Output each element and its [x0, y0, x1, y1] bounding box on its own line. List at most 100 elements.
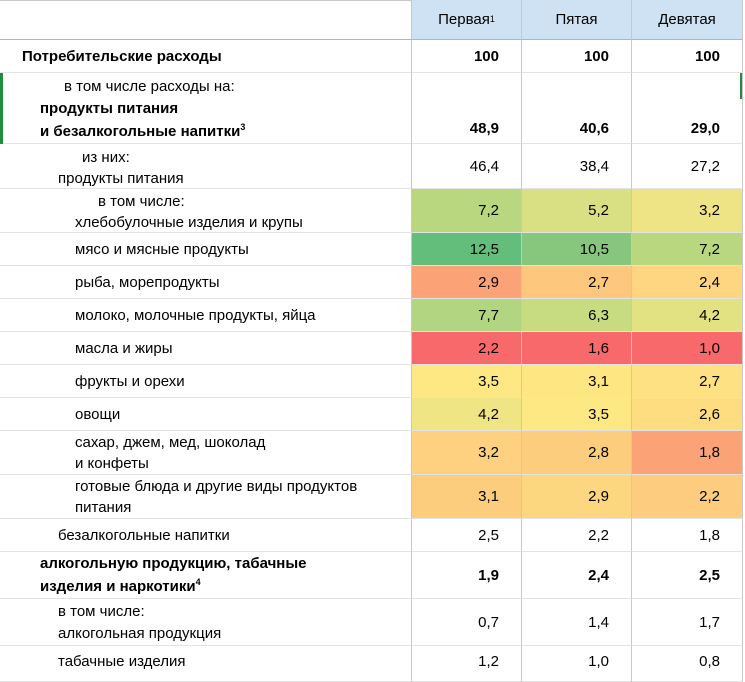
- value-cell[interactable]: 2,5: [632, 552, 743, 599]
- value-cell[interactable]: 2,2: [632, 475, 743, 519]
- header-corner-cell[interactable]: [0, 0, 412, 40]
- row-label: рыба, морепродукты: [75, 274, 220, 291]
- value-cell[interactable]: 2,4: [632, 266, 743, 299]
- value-cell[interactable]: 12,5: [412, 233, 522, 266]
- table-row: в том числе расходы на: продукты питания…: [0, 73, 745, 144]
- value-cell[interactable]: 40,6: [522, 73, 632, 144]
- header-col-fifth[interactable]: Пятая: [522, 0, 632, 40]
- cell-value: 1,0: [588, 653, 609, 670]
- value-cell[interactable]: 1,6: [522, 332, 632, 365]
- row-label-cell[interactable]: молоко, молочные продукты, яйца: [0, 299, 412, 332]
- value-cell[interactable]: 1,9: [412, 552, 522, 599]
- value-cell[interactable]: 0,7: [412, 599, 522, 646]
- row-label-cell[interactable]: Потребительские расходы: [0, 40, 412, 73]
- value-cell[interactable]: 2,2: [522, 519, 632, 552]
- row-label: Потребительские расходы: [22, 48, 222, 65]
- value-cell[interactable]: 10,5: [522, 233, 632, 266]
- value-cell[interactable]: 1,0: [632, 332, 743, 365]
- value-cell[interactable]: 3,2: [632, 189, 743, 233]
- value-cell[interactable]: 3,5: [522, 398, 632, 431]
- value-cell[interactable]: 29,0: [632, 73, 743, 144]
- header-col-ninth[interactable]: Девятая: [632, 0, 743, 40]
- cell-value: 2,2: [478, 339, 499, 357]
- value-cell[interactable]: 0,8: [632, 646, 743, 682]
- row-label-cell[interactable]: в том числе: хлебобулочные изделия и кру…: [0, 189, 412, 233]
- row-label-cell[interactable]: в том числе расходы на: продукты питания…: [0, 73, 412, 144]
- cell-value: 7,2: [699, 240, 720, 258]
- table-row: мясо и мясные продукты 12,5 10,5 7,2: [0, 233, 745, 266]
- value-cell[interactable]: 2,7: [522, 266, 632, 299]
- row-label-cell[interactable]: табачные изделия: [0, 646, 412, 682]
- value-cell[interactable]: 2,9: [522, 475, 632, 519]
- value-cell[interactable]: 4,2: [412, 398, 522, 431]
- value-cell[interactable]: 1,0: [522, 646, 632, 682]
- cell-value: 100: [583, 47, 609, 65]
- value-cell[interactable]: 100: [412, 40, 522, 73]
- cell-value: 27,2: [690, 157, 720, 175]
- value-cell[interactable]: 1,2: [412, 646, 522, 682]
- row-label-cell[interactable]: сахар, джем, мед, шоколад и конфеты: [0, 431, 412, 475]
- value-cell[interactable]: 2,2: [412, 332, 522, 365]
- cell-value: 2,9: [478, 273, 499, 291]
- row-label-cell[interactable]: готовые блюда и другие виды продуктов пи…: [0, 475, 412, 519]
- row-label-cell[interactable]: рыба, морепродукты: [0, 266, 412, 299]
- value-cell[interactable]: 2,9: [412, 266, 522, 299]
- cell-value: 38,4: [579, 157, 609, 175]
- value-cell[interactable]: 3,1: [522, 365, 632, 398]
- cell-value: 1,0: [699, 339, 720, 357]
- row-label: алкогольную продукцию, табачные: [40, 555, 307, 572]
- cell-value: 2,7: [699, 372, 720, 390]
- value-cell[interactable]: 2,8: [522, 431, 632, 475]
- table-row: в том числе: хлебобулочные изделия и кру…: [0, 189, 745, 233]
- value-cell[interactable]: 100: [632, 40, 743, 73]
- cell-value: 7,7: [478, 306, 499, 324]
- value-cell[interactable]: 38,4: [522, 144, 632, 189]
- row-label-cell[interactable]: в том числе: алкогольная продукция: [0, 599, 412, 646]
- cell-value: 0,8: [699, 653, 720, 670]
- value-cell[interactable]: 3,5: [412, 365, 522, 398]
- row-label-cell[interactable]: овощи: [0, 398, 412, 431]
- header-col-first[interactable]: Первая 1: [412, 0, 522, 40]
- value-cell[interactable]: 7,2: [412, 189, 522, 233]
- value-cell[interactable]: 48,9: [412, 73, 522, 144]
- value-cell[interactable]: 2,4: [522, 552, 632, 599]
- row-label-cell[interactable]: алкогольную продукцию, табачные изделия …: [0, 552, 412, 599]
- row-label: из них:: [82, 149, 130, 166]
- value-cell[interactable]: 1,7: [632, 599, 743, 646]
- value-cell[interactable]: 1,4: [522, 599, 632, 646]
- row-label-cell[interactable]: безалкогольные напитки: [0, 519, 412, 552]
- cell-value: 1,2: [478, 653, 499, 670]
- row-label: готовые блюда и другие виды продуктов: [75, 478, 358, 495]
- value-cell[interactable]: 46,4: [412, 144, 522, 189]
- header-col-fifth-label: Пятая: [555, 11, 598, 28]
- cell-value: 3,5: [478, 372, 499, 390]
- cell-value: 1,7: [699, 613, 720, 631]
- cell-value: 1,4: [588, 613, 609, 631]
- value-cell[interactable]: 3,2: [412, 431, 522, 475]
- value-cell[interactable]: 2,6: [632, 398, 743, 431]
- cell-value: 2,2: [699, 488, 720, 505]
- value-cell[interactable]: 27,2: [632, 144, 743, 189]
- row-label-cell[interactable]: фрукты и орехи: [0, 365, 412, 398]
- row-label-cell[interactable]: из них: продукты питания: [0, 144, 412, 189]
- value-cell[interactable]: 100: [522, 40, 632, 73]
- cell-value: 2,8: [588, 444, 609, 461]
- value-cell[interactable]: 7,7: [412, 299, 522, 332]
- row-label-cell[interactable]: масла и жиры: [0, 332, 412, 365]
- value-cell[interactable]: 6,3: [522, 299, 632, 332]
- value-cell[interactable]: 1,8: [632, 519, 743, 552]
- value-cell[interactable]: 5,2: [522, 189, 632, 233]
- table-row: алкогольную продукцию, табачные изделия …: [0, 552, 745, 599]
- value-cell[interactable]: 3,1: [412, 475, 522, 519]
- cell-value: 4,2: [478, 405, 499, 423]
- table-row: фрукты и орехи 3,5 3,1 2,7: [0, 365, 745, 398]
- cell-value: 1,8: [699, 444, 720, 461]
- table-row: рыба, морепродукты 2,9 2,7 2,4: [0, 266, 745, 299]
- value-cell[interactable]: 2,7: [632, 365, 743, 398]
- value-cell[interactable]: 2,5: [412, 519, 522, 552]
- row-label-cell[interactable]: мясо и мясные продукты: [0, 233, 412, 266]
- cell-value: 10,5: [579, 240, 609, 258]
- value-cell[interactable]: 4,2: [632, 299, 743, 332]
- value-cell[interactable]: 1,8: [632, 431, 743, 475]
- value-cell[interactable]: 7,2: [632, 233, 743, 266]
